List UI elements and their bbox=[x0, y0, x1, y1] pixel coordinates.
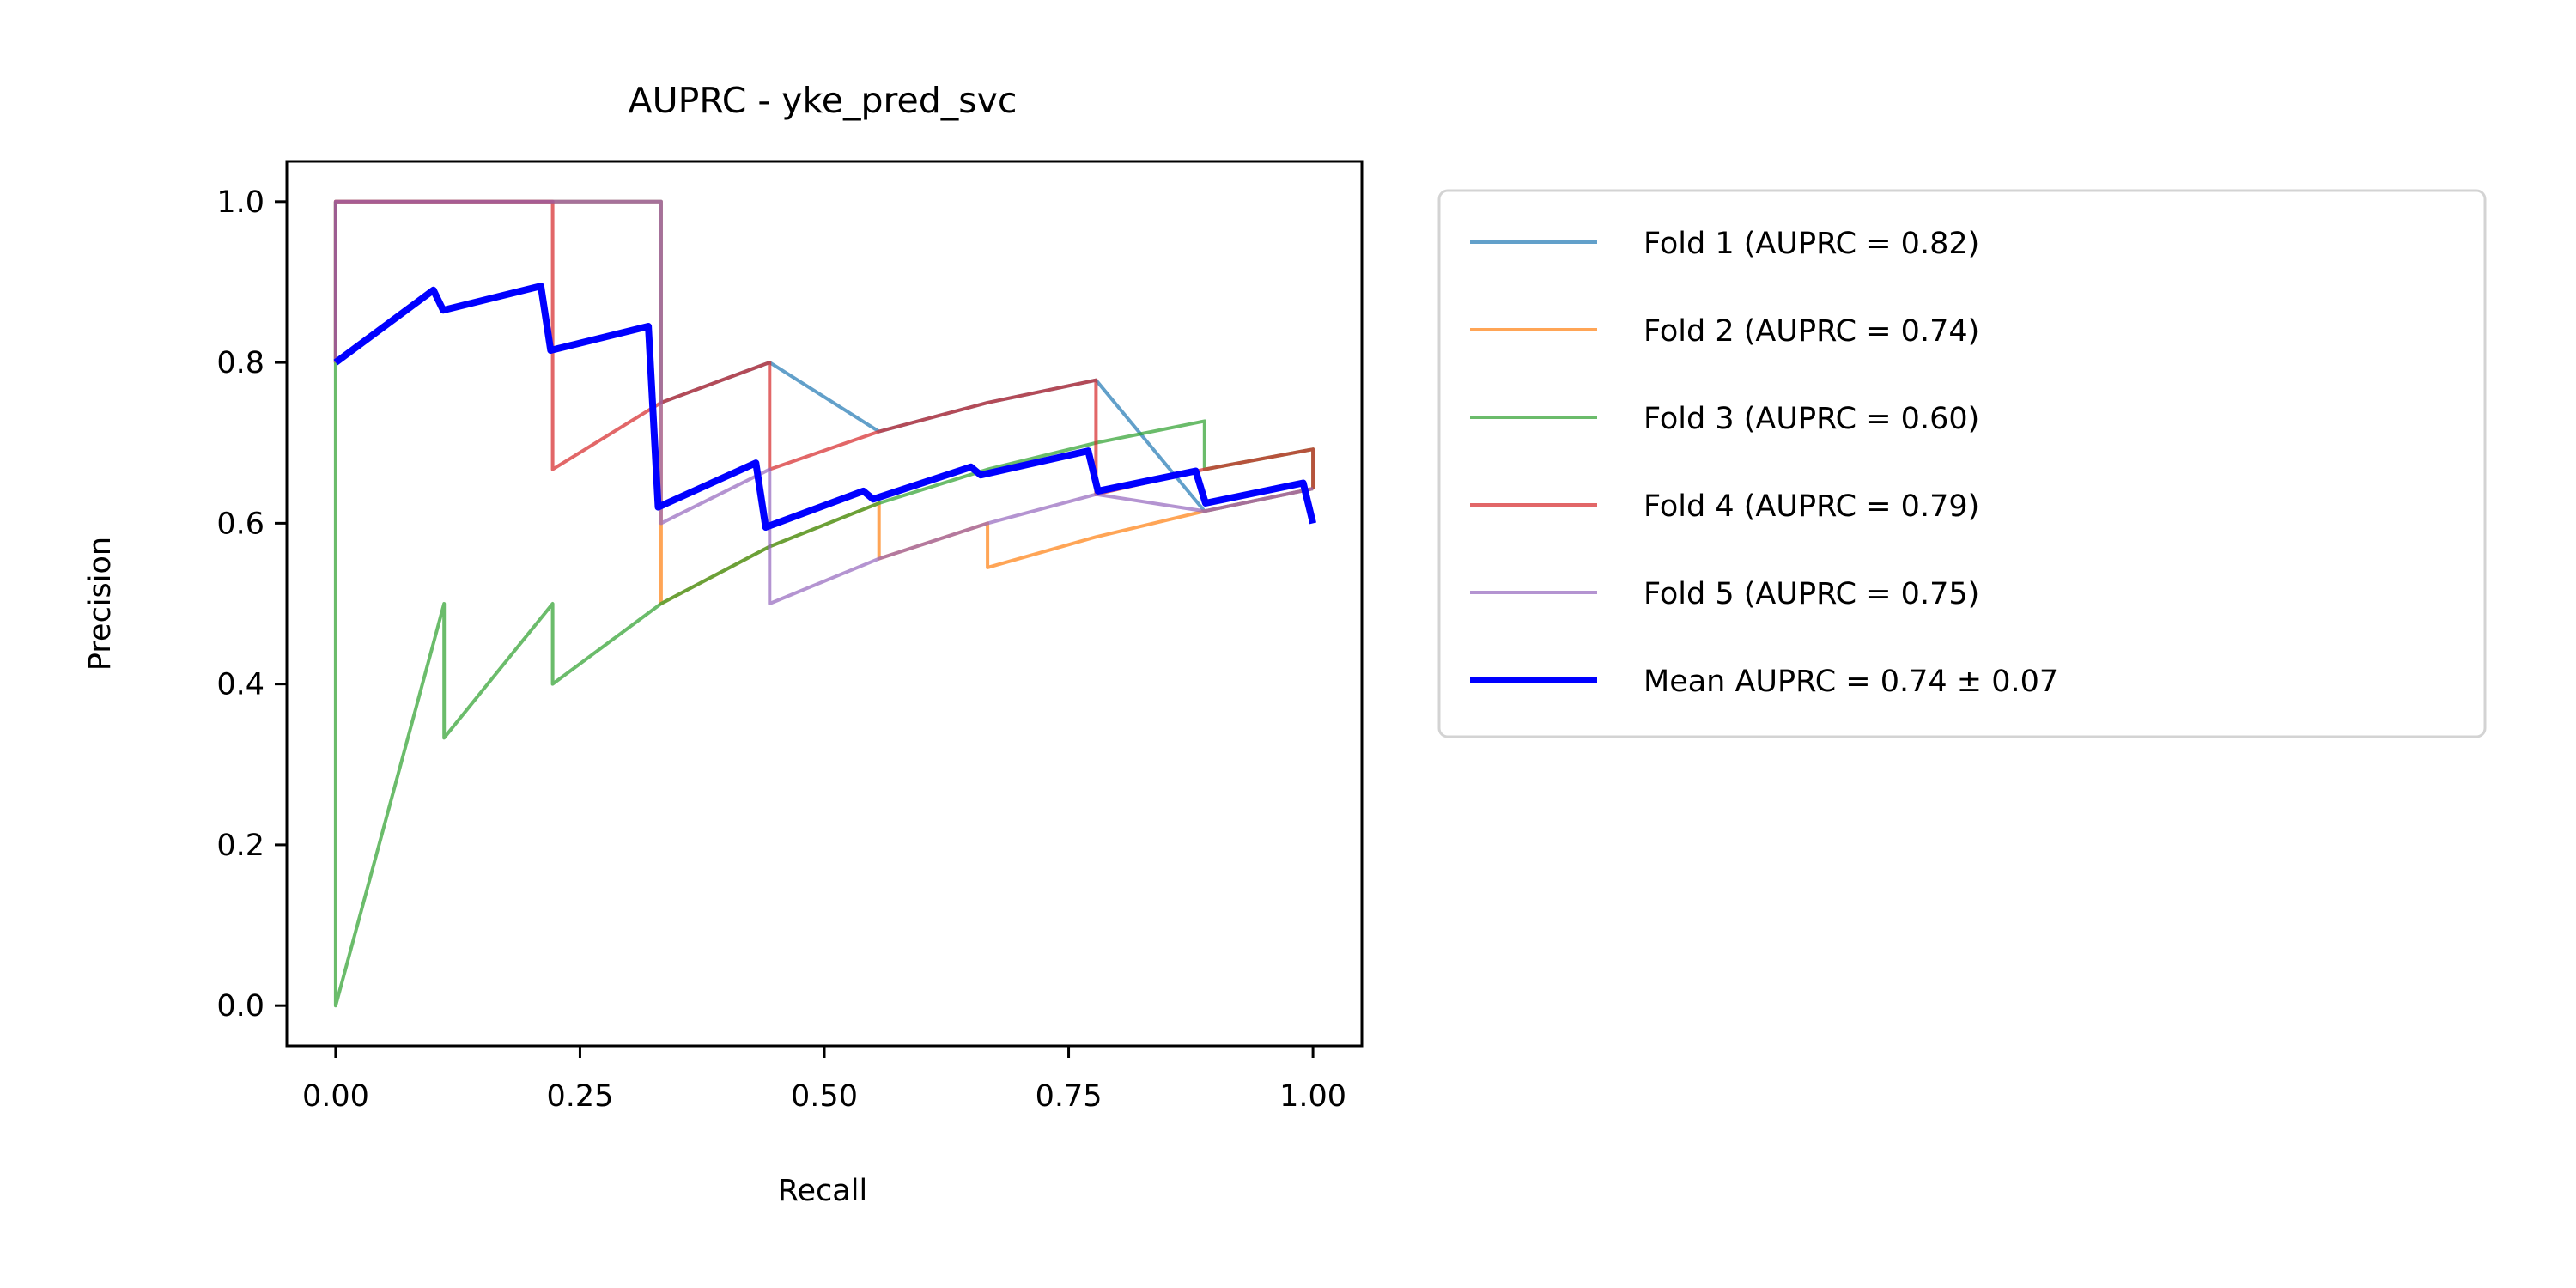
y-tick-label: 0.8 bbox=[216, 346, 264, 380]
x-tick-label: 0.25 bbox=[546, 1079, 613, 1114]
fold-2-series-line bbox=[333, 199, 1314, 605]
fold-3-series-line bbox=[333, 201, 1315, 1008]
y-tick-label: 0.6 bbox=[216, 507, 264, 541]
legend: Fold 1 (AUPRC = 0.82) Fold 2 (AUPRC = 0.7… bbox=[1437, 189, 2487, 738]
plot-frame bbox=[285, 160, 1364, 1048]
x-tick-label: 1.00 bbox=[1279, 1079, 1346, 1114]
x-tick-label: 0.75 bbox=[1036, 1079, 1103, 1114]
legend-label: Fold 4 (AUPRC = 0.79) bbox=[1643, 489, 1979, 524]
x-tick-label: 0.50 bbox=[791, 1079, 858, 1114]
legend-items: Fold 1 (AUPRC = 0.82) Fold 2 (AUPRC = 0.7… bbox=[1470, 227, 2058, 699]
legend-label: Fold 3 (AUPRC = 0.60) bbox=[1643, 402, 1979, 436]
legend-box bbox=[1437, 189, 2487, 738]
mean-series-line bbox=[333, 283, 1316, 531]
x-axis-label: Recall bbox=[778, 1174, 867, 1208]
legend-label: Fold 2 (AUPRC = 0.74) bbox=[1643, 314, 1979, 349]
y-tick-label: 1.0 bbox=[216, 185, 264, 220]
y-axis-ticks: 0.0 0.2 0.4 0.6 0.8 1.0 bbox=[216, 185, 287, 1024]
chart-title: AUPRC - yke_pred_svc bbox=[629, 80, 1018, 121]
fold-5-series-line bbox=[333, 199, 1314, 605]
y-tick-label: 0.4 bbox=[216, 668, 264, 702]
y-tick-label: 0.2 bbox=[216, 829, 264, 863]
plot-lines bbox=[333, 199, 1316, 1008]
y-axis-label: Precision bbox=[83, 537, 118, 671]
fold-4-series-line bbox=[333, 199, 1315, 496]
legend-label: Mean AUPRC = 0.74 ± 0.07 bbox=[1643, 665, 2058, 699]
legend-label: Fold 1 (AUPRC = 0.82) bbox=[1643, 227, 1979, 261]
y-tick-label: 0.0 bbox=[216, 989, 264, 1024]
x-tick-label: 0.00 bbox=[302, 1079, 369, 1114]
legend-label: Fold 5 (AUPRC = 0.75) bbox=[1643, 577, 1979, 611]
fold-1-series-line bbox=[333, 199, 1314, 513]
x-axis-ticks: 0.00 0.25 0.50 0.75 1.00 bbox=[302, 1046, 1346, 1114]
